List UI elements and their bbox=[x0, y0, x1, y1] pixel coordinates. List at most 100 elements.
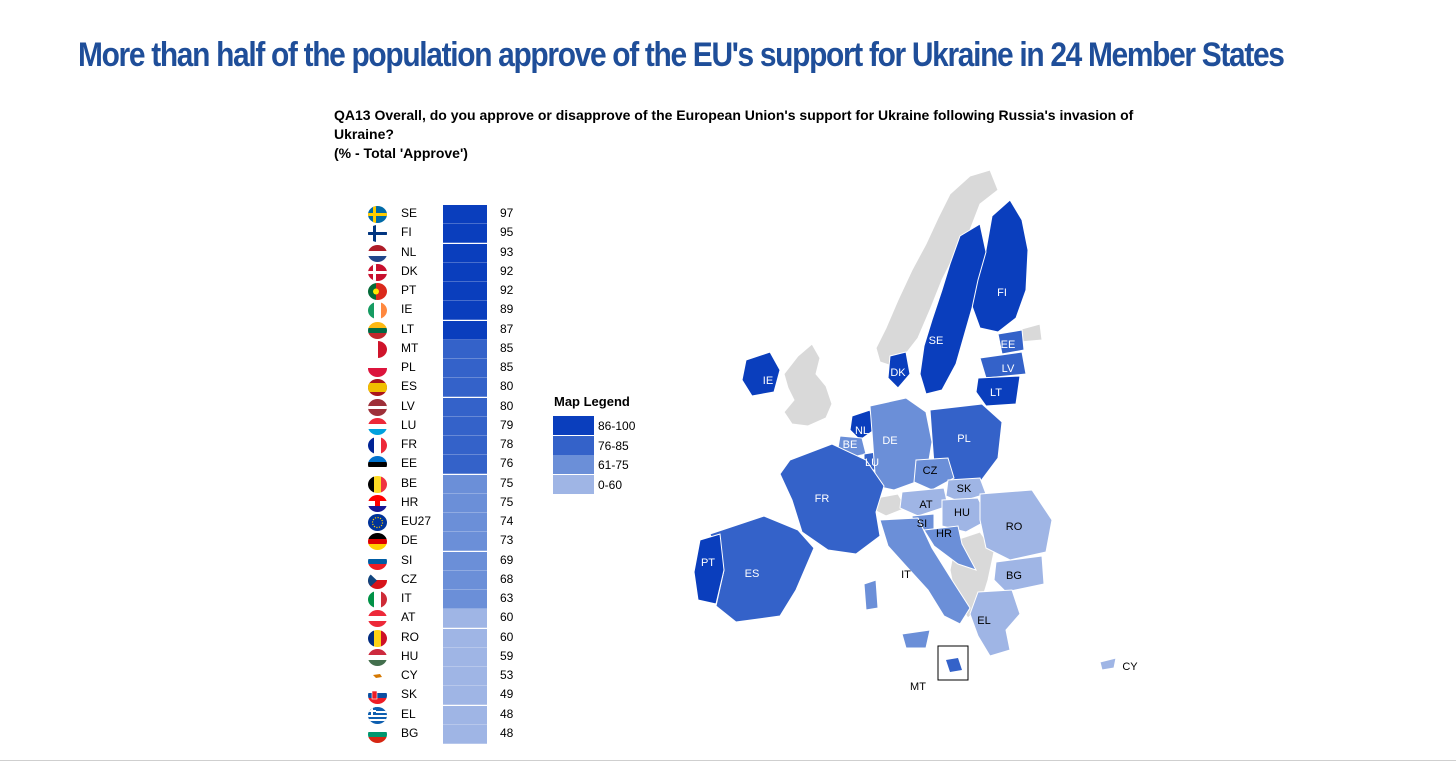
flag-icon-at bbox=[368, 610, 387, 628]
country-code-label: CZ bbox=[401, 571, 417, 586]
country-code-label: HU bbox=[401, 648, 419, 663]
map-lt bbox=[975, 375, 1021, 407]
value-label: 79 bbox=[500, 417, 514, 432]
map-label-bg: BG bbox=[1006, 570, 1022, 582]
bar-row-lu: LU 79 bbox=[366, 416, 526, 436]
country-code-label: HR bbox=[401, 494, 419, 509]
value-label: 63 bbox=[500, 591, 514, 605]
bar-row-hr: HR 75 bbox=[366, 493, 526, 513]
flag-icon-cy bbox=[368, 668, 387, 685]
map-label-ie: IE bbox=[763, 375, 773, 387]
flag-icon-ro bbox=[368, 629, 387, 647]
bar-row-mt: MT 85 bbox=[366, 339, 526, 359]
legend-label: 61-75 bbox=[598, 458, 629, 472]
flag-icon-de bbox=[368, 533, 387, 551]
value-label: 89 bbox=[500, 302, 514, 317]
bar-lu bbox=[443, 416, 487, 436]
bar-se bbox=[443, 205, 487, 224]
bar-pt bbox=[443, 282, 487, 301]
bar-dk bbox=[443, 262, 487, 282]
flag-icon-mt bbox=[368, 340, 387, 358]
legend-item: 76-85 bbox=[553, 435, 673, 455]
map-se bbox=[919, 223, 987, 395]
legend-swatch bbox=[553, 435, 594, 455]
value-label: 48 bbox=[500, 706, 514, 721]
map-label-pt: PT bbox=[701, 557, 715, 569]
value-label: 69 bbox=[500, 552, 514, 567]
map-el bbox=[969, 589, 1021, 657]
map-label-se: SE bbox=[929, 335, 944, 347]
country-code-label: EU27 bbox=[401, 514, 432, 528]
value-label: 49 bbox=[500, 687, 514, 702]
value-label: 92 bbox=[500, 263, 514, 278]
bar-mt bbox=[443, 339, 487, 359]
map-sardinia bbox=[863, 579, 879, 611]
map-label-sk: SK bbox=[957, 483, 972, 495]
value-label: 48 bbox=[500, 725, 514, 740]
bar-es bbox=[443, 378, 487, 398]
value-label: 92 bbox=[500, 283, 514, 297]
value-label: 80 bbox=[500, 379, 514, 394]
legend-swatch bbox=[553, 416, 594, 435]
country-code-label: SE bbox=[401, 206, 418, 220]
map-label-hu: HU bbox=[954, 507, 970, 519]
map-label-fi: FI bbox=[997, 287, 1007, 299]
bar-el bbox=[443, 705, 487, 725]
bar-row-de: DE 73 bbox=[366, 532, 526, 552]
bar-row-pl: PL 85 bbox=[366, 359, 526, 378]
bar-row-lv: LV 80 bbox=[366, 397, 526, 417]
country-code-label: IE bbox=[401, 302, 413, 317]
map-label-de: DE bbox=[882, 435, 897, 447]
bar-row-be: BE 75 bbox=[366, 474, 526, 494]
bar-bg bbox=[443, 724, 487, 744]
value-label: 78 bbox=[500, 437, 514, 451]
value-label: 73 bbox=[500, 533, 514, 548]
bar-fr bbox=[443, 436, 487, 455]
value-label: 85 bbox=[500, 340, 514, 355]
country-code-label: FI bbox=[401, 225, 412, 240]
bar-row-cz: CZ 68 bbox=[366, 570, 526, 590]
flag-icon-fi bbox=[368, 225, 387, 243]
question-line-2: Ukraine? bbox=[334, 126, 394, 142]
eu-map: FI SE EE LV LT IE DK NL BE LU DE PL CZ S… bbox=[693, 169, 1138, 693]
flag-icon-ee bbox=[368, 456, 387, 474]
bar-row-cy: CY 53 bbox=[366, 667, 526, 686]
flag-icon-si bbox=[368, 552, 387, 570]
country-code-label: ES bbox=[401, 379, 418, 394]
bar-de bbox=[443, 532, 487, 552]
bar-row-it: IT 63 bbox=[366, 590, 526, 609]
map-dk bbox=[887, 351, 911, 389]
value-label: 76 bbox=[500, 456, 514, 471]
country-code-label: BE bbox=[401, 475, 418, 490]
country-code-label: AT bbox=[401, 610, 416, 625]
value-label: 74 bbox=[500, 514, 514, 528]
legend-item: 86-100 bbox=[553, 416, 673, 435]
value-label: 93 bbox=[500, 244, 514, 259]
map-es bbox=[709, 515, 815, 623]
bar-fi bbox=[443, 224, 487, 244]
country-code-label: IT bbox=[401, 591, 412, 605]
bar-ro bbox=[443, 628, 487, 648]
bar-row-ro: RO 60 bbox=[366, 628, 526, 648]
bar-si bbox=[443, 551, 487, 571]
bar-row-el: EL 48 bbox=[366, 705, 526, 725]
map-bg bbox=[993, 555, 1045, 593]
country-code-label: DE bbox=[401, 533, 418, 548]
bar-row-ee: EE 76 bbox=[366, 455, 526, 475]
map-label-cy: CY bbox=[1122, 661, 1138, 673]
flag-icon-pl bbox=[368, 360, 387, 377]
value-label: 75 bbox=[500, 475, 514, 490]
value-label: 53 bbox=[500, 668, 514, 682]
bar-row-at: AT 60 bbox=[366, 609, 526, 629]
country-code-label: LV bbox=[401, 398, 415, 413]
value-label: 75 bbox=[500, 494, 514, 509]
bar-row-pt: PT 92 bbox=[366, 282, 526, 301]
country-code-label: CY bbox=[401, 668, 418, 682]
value-label: 59 bbox=[500, 648, 514, 663]
map-legend-title: Map Legend bbox=[554, 394, 630, 409]
legend-label: 0-60 bbox=[598, 477, 623, 492]
bar-ie bbox=[443, 301, 487, 321]
legend-swatch bbox=[553, 455, 594, 474]
map-label-be: BE bbox=[843, 439, 858, 451]
country-code-label: SK bbox=[401, 687, 418, 702]
